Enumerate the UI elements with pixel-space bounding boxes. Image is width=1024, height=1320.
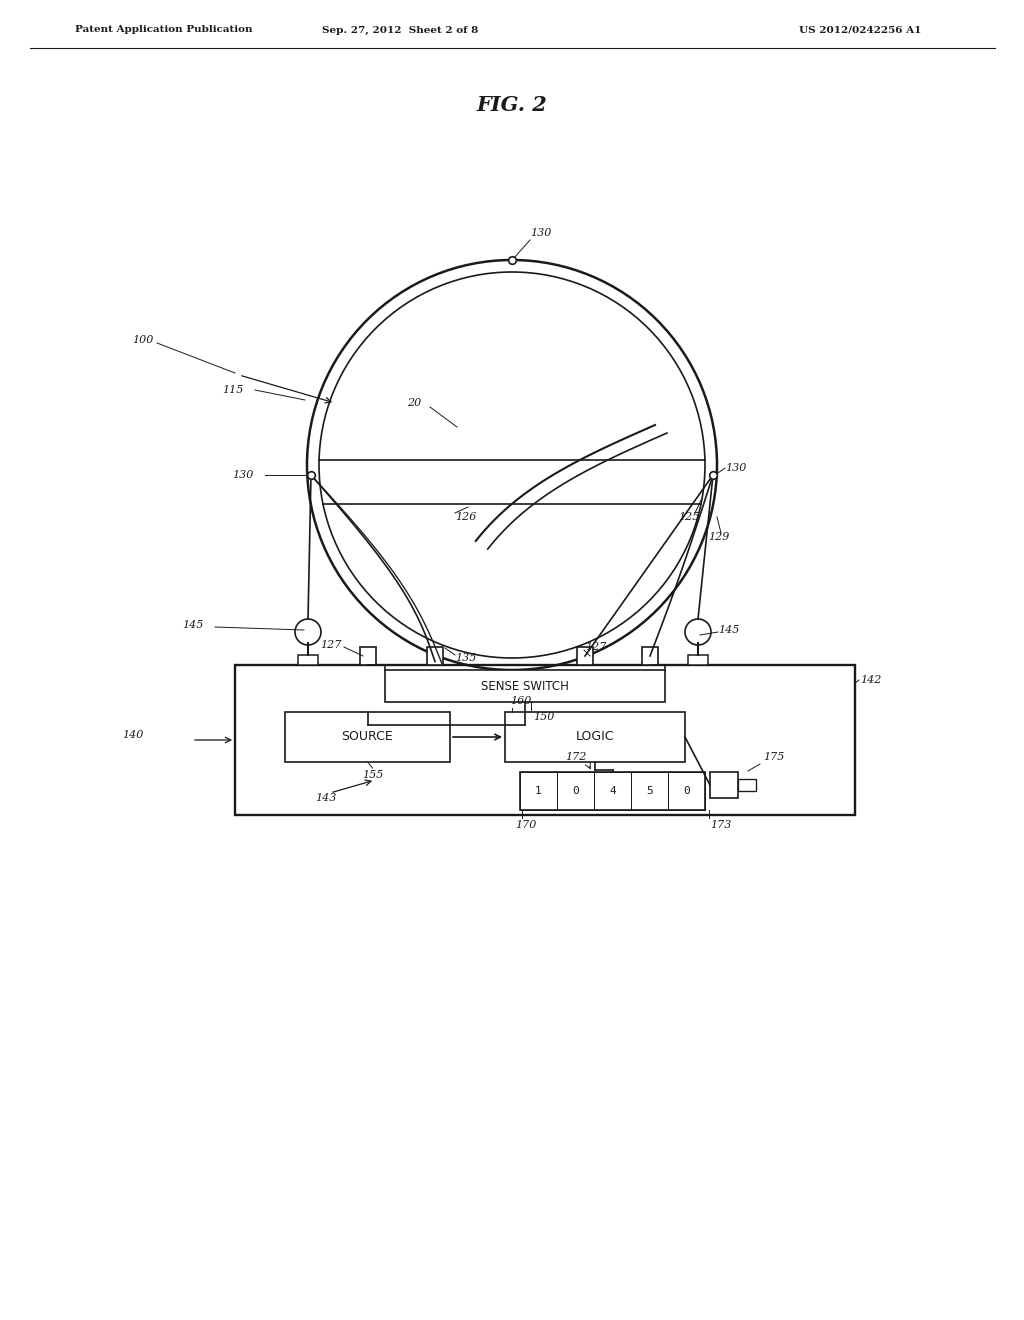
Text: 4: 4 xyxy=(609,785,615,796)
Text: 129: 129 xyxy=(708,532,729,543)
Text: 5: 5 xyxy=(646,785,653,796)
Text: 170: 170 xyxy=(515,820,537,830)
Bar xyxy=(505,711,685,762)
Text: 130: 130 xyxy=(725,463,746,473)
Text: US 2012/0242256 A1: US 2012/0242256 A1 xyxy=(799,25,922,34)
Text: 130: 130 xyxy=(530,228,551,238)
Bar xyxy=(520,772,557,810)
Text: 127: 127 xyxy=(585,642,606,652)
Text: LOGIC: LOGIC xyxy=(575,730,614,743)
Bar xyxy=(577,647,593,665)
Bar xyxy=(668,772,705,810)
Text: 145: 145 xyxy=(718,624,739,635)
Text: Patent Application Publication: Patent Application Publication xyxy=(75,25,253,34)
Text: SOURCE: SOURCE xyxy=(342,730,393,743)
Text: 125: 125 xyxy=(678,512,699,521)
Text: 126: 126 xyxy=(455,512,476,521)
Text: 20: 20 xyxy=(407,399,421,408)
Text: 145: 145 xyxy=(182,620,204,630)
Text: Sep. 27, 2012  Sheet 2 of 8: Sep. 27, 2012 Sheet 2 of 8 xyxy=(322,25,478,34)
Text: 160: 160 xyxy=(510,696,531,706)
Bar xyxy=(285,711,450,762)
Bar xyxy=(520,772,705,810)
Text: 142: 142 xyxy=(860,675,882,685)
Text: 155: 155 xyxy=(362,770,384,780)
Text: 173: 173 xyxy=(710,820,731,830)
Bar xyxy=(642,647,658,665)
Bar xyxy=(594,772,631,810)
Bar xyxy=(688,655,708,665)
Text: 135: 135 xyxy=(455,653,476,663)
Text: 0: 0 xyxy=(572,785,579,796)
Text: 115: 115 xyxy=(222,385,244,395)
Text: 1: 1 xyxy=(536,785,542,796)
Text: 175: 175 xyxy=(763,752,784,762)
Bar xyxy=(385,671,665,702)
Text: 150: 150 xyxy=(534,711,554,722)
Bar xyxy=(738,779,756,791)
Bar xyxy=(234,665,855,814)
Bar xyxy=(298,655,318,665)
Circle shape xyxy=(295,619,321,645)
Text: SENSE SWITCH: SENSE SWITCH xyxy=(481,680,569,693)
Text: 100: 100 xyxy=(132,335,154,345)
Bar xyxy=(360,647,376,665)
Text: FIG. 2: FIG. 2 xyxy=(476,95,548,115)
Circle shape xyxy=(685,619,711,645)
Text: 127: 127 xyxy=(321,640,342,649)
Bar xyxy=(427,647,443,665)
Text: 130: 130 xyxy=(232,470,253,480)
Bar xyxy=(557,772,594,810)
Text: 172: 172 xyxy=(565,752,587,762)
Text: 140: 140 xyxy=(122,730,143,741)
Text: 143: 143 xyxy=(315,793,336,803)
Bar xyxy=(710,772,738,799)
Bar xyxy=(631,772,668,810)
Text: 0: 0 xyxy=(683,785,690,796)
